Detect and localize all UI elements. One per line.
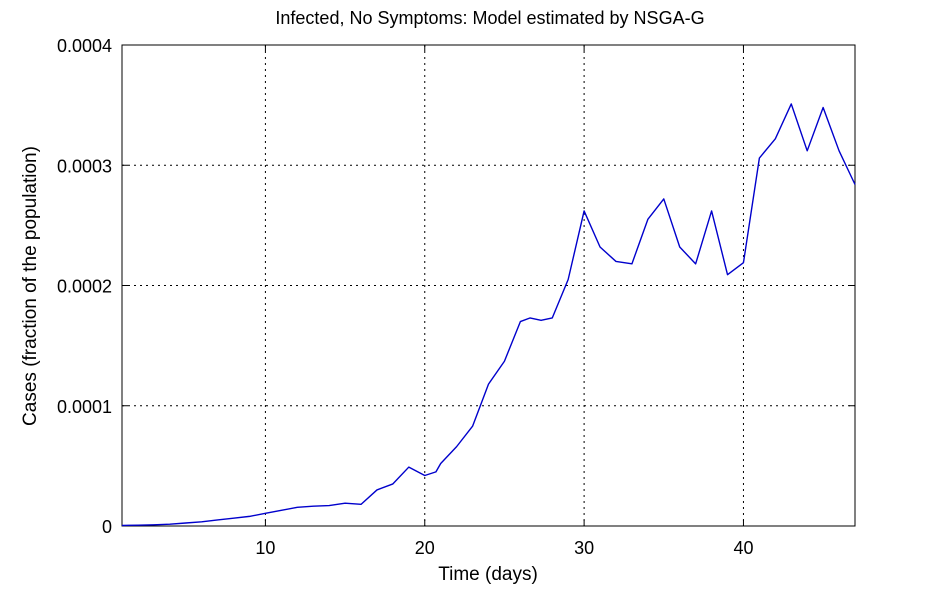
- x-tick-label: 10: [255, 538, 275, 558]
- y-tick-label: 0.0004: [57, 36, 112, 56]
- grid-lines: [122, 45, 855, 526]
- y-tick-label: 0.0003: [57, 156, 112, 176]
- x-tick-label: 30: [574, 538, 594, 558]
- plot-frame: [121, 44, 856, 527]
- y-tick-label: 0.0001: [57, 397, 112, 417]
- y-tick-labels: 0 0.0001 0.0002 0.0003 0.0004: [57, 36, 112, 537]
- x-axis-label: Time (days): [438, 564, 538, 585]
- chart-title: Infected, No Symptoms: Model estimated b…: [275, 8, 704, 28]
- x-tick-label: 20: [415, 538, 435, 558]
- y-tick-label: 0: [102, 517, 112, 537]
- x-tick-label: 40: [733, 538, 753, 558]
- y-tick-label: 0.0002: [57, 277, 112, 297]
- series-line: [121, 103, 856, 527]
- y-axis-label: Cases (fraction of the population): [20, 146, 41, 426]
- x-tick-labels: 10 20 30 40: [255, 538, 753, 558]
